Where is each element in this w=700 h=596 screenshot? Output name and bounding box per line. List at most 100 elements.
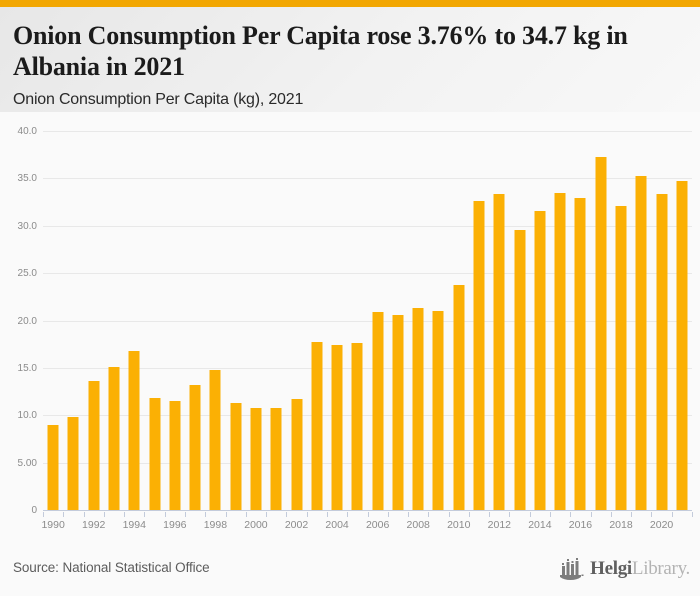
x-axis-tick (610, 512, 612, 517)
x-axis-tick (266, 512, 268, 517)
x-axis-tick (671, 512, 673, 517)
bar-1997[interactable] (189, 385, 201, 510)
chart-subtitle: Onion Consumption Per Capita (kg), 2021 (13, 91, 304, 108)
logo-text-library: Library. (631, 558, 690, 579)
y-axis-labels: 40.0 35.0 30.0 25.0 20.0 15.0 10.0 5.00 0 (0, 126, 37, 516)
x-axis-tick (509, 512, 511, 517)
bar-2016[interactable] (574, 198, 586, 510)
x-axis-label-1990: 1990 (41, 519, 65, 531)
bar-1992[interactable] (88, 381, 100, 510)
logo-text-helgi: Helgi (590, 558, 632, 579)
gridline-5.00 (43, 462, 692, 464)
bar-2009[interactable] (432, 311, 444, 510)
bar-1996[interactable] (169, 401, 181, 510)
x-axis-tick (83, 512, 85, 517)
bar-2002[interactable] (291, 399, 303, 510)
bar-2000[interactable] (250, 408, 262, 510)
x-axis-label-2010: 2010 (447, 519, 471, 531)
x-axis-label-2008: 2008 (406, 519, 430, 531)
bar-2008[interactable] (412, 308, 424, 510)
gridline-25.0 (43, 273, 692, 275)
gridline-20.0 (43, 320, 692, 322)
y-axis-label-10.0: 10.0 (17, 410, 37, 422)
x-axis-tick (326, 512, 328, 517)
gridline-30.0 (43, 225, 692, 227)
bar-2004[interactable] (331, 345, 343, 510)
gridline-40.0 (43, 131, 692, 132)
x-axis-label-1996: 1996 (163, 519, 187, 531)
bar-2014[interactable] (534, 211, 546, 510)
y-axis-label-35.0: 35.0 (17, 173, 37, 185)
bar-2015[interactable] (554, 193, 566, 510)
bar-2006[interactable] (372, 312, 384, 510)
y-axis-label-0: 0 (31, 505, 37, 516)
bar-1998[interactable] (209, 370, 221, 510)
x-axis-tick (205, 512, 207, 517)
x-axis-tick (590, 512, 592, 517)
source-text: Source: National Statistical Office (13, 560, 210, 575)
bar-2017[interactable] (595, 157, 607, 510)
x-axis-tick (387, 512, 389, 517)
bar-1999[interactable] (230, 403, 242, 510)
x-axis-tick (692, 512, 693, 517)
bar-1990[interactable] (47, 425, 59, 510)
x-axis-tick (550, 512, 552, 517)
x-axis-tick (428, 512, 430, 517)
chart-title: Onion Consumption Per Capita rose 3.76% … (13, 21, 628, 81)
bar-1991[interactable] (67, 417, 79, 510)
x-axis-tick (631, 512, 633, 517)
bar-2020[interactable] (656, 194, 668, 510)
x-axis-tick (651, 512, 653, 517)
bar-2005[interactable] (351, 343, 363, 510)
x-axis-tick (184, 512, 186, 517)
bar-1993[interactable] (108, 367, 120, 510)
x-axis-tick (63, 512, 65, 517)
gridline-15.0 (43, 367, 692, 369)
x-axis-label-2002: 2002 (284, 519, 309, 531)
chart-header: Onion Consumption Per Capita rose 3.76% … (0, 7, 700, 112)
x-axis-label-2012: 2012 (487, 519, 512, 531)
bar-chart-logo-icon (560, 558, 584, 580)
x-axis-tick (245, 512, 247, 517)
x-axis-label-2016: 2016 (568, 519, 593, 531)
x-axis-tick (448, 512, 450, 517)
bar-2003[interactable] (311, 342, 323, 510)
bar-1995[interactable] (149, 398, 161, 510)
x-axis-tick (529, 512, 531, 517)
x-axis-tick (489, 512, 491, 517)
x-axis-tick (306, 512, 308, 517)
x-axis-tick (468, 512, 470, 517)
bar-2021[interactable] (676, 181, 688, 510)
bar-1994[interactable] (128, 351, 140, 510)
bar-2011[interactable] (473, 201, 485, 510)
bar-2010[interactable] (453, 285, 465, 510)
y-axis-label-40.0: 40.0 (17, 126, 37, 137)
x-axis-label-2004: 2004 (325, 519, 349, 531)
helgi-library-logo[interactable]: HelgiLibrary. (559, 555, 690, 583)
x-axis-tick (43, 512, 44, 517)
y-axis-label-25.0: 25.0 (17, 268, 37, 280)
x-axis: 1990 1992 1994 1996 1998 2000 2002 2004 2006 2008… (41, 512, 693, 538)
x-axis-label-2020: 2020 (649, 519, 674, 531)
bar-2013[interactable] (514, 230, 526, 510)
x-axis-tick (103, 512, 105, 517)
x-axis-label-1992: 1992 (82, 519, 106, 531)
x-axis-tick (347, 512, 349, 517)
x-axis-tick (225, 512, 227, 517)
bar-2019[interactable] (635, 176, 647, 510)
bar-2007[interactable] (392, 315, 404, 510)
bar-2001[interactable] (270, 408, 282, 510)
x-axis-tick (570, 512, 572, 517)
y-axis-label-30.0: 30.0 (17, 220, 37, 232)
x-axis-label-2006: 2006 (365, 519, 390, 531)
x-axis-tick (367, 512, 369, 517)
x-axis-tick (286, 512, 288, 517)
gridline-35.0 (43, 178, 692, 180)
bar-2012[interactable] (493, 194, 505, 510)
y-axis-label-20.0: 20.0 (17, 315, 37, 327)
x-axis-label-1994: 1994 (122, 519, 146, 531)
x-axis-label-2018: 2018 (609, 519, 633, 531)
bar-chart-plot-area (43, 131, 692, 511)
bar-2018[interactable] (615, 206, 627, 510)
